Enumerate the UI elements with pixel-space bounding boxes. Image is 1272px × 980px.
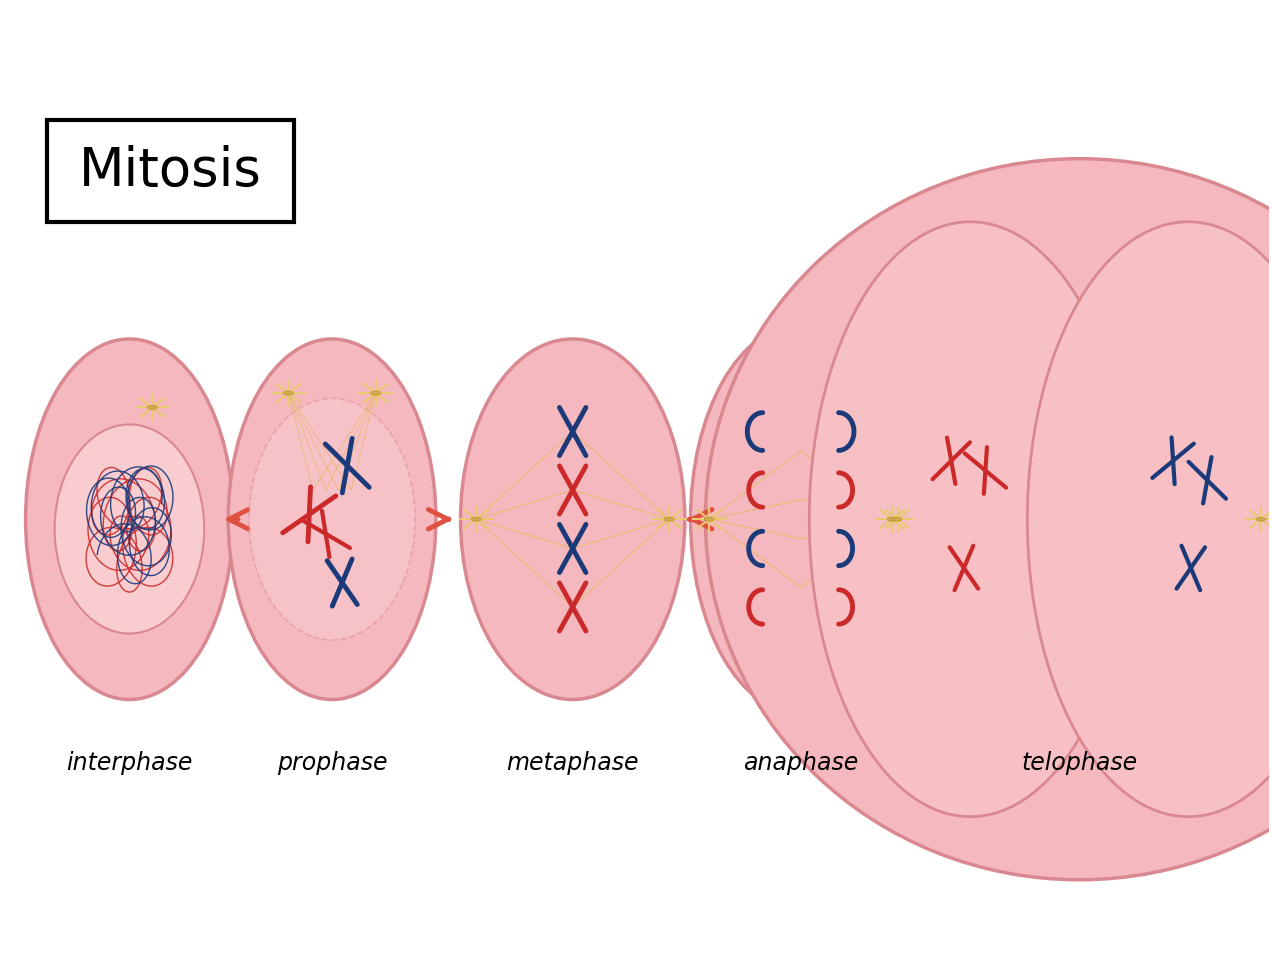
Text: prophase: prophase [277,751,387,775]
Ellipse shape [25,339,233,700]
Ellipse shape [1028,221,1272,816]
Ellipse shape [706,159,1272,880]
Ellipse shape [148,406,158,410]
Ellipse shape [55,424,205,633]
FancyBboxPatch shape [47,120,294,222]
Ellipse shape [887,517,897,521]
Text: telophase: telophase [1021,751,1137,775]
Ellipse shape [664,517,674,521]
Text: interphase: interphase [66,751,192,775]
Ellipse shape [284,391,294,395]
Ellipse shape [460,339,684,700]
Ellipse shape [471,517,481,521]
Ellipse shape [1257,517,1266,521]
Text: anaphase: anaphase [743,751,859,775]
Ellipse shape [691,324,911,713]
Ellipse shape [705,517,714,521]
Ellipse shape [809,221,1131,816]
Ellipse shape [893,517,902,521]
Text: Mitosis: Mitosis [79,145,262,197]
Ellipse shape [228,339,436,700]
Ellipse shape [249,399,415,640]
Text: metaphase: metaphase [506,751,639,775]
Ellipse shape [370,391,380,395]
